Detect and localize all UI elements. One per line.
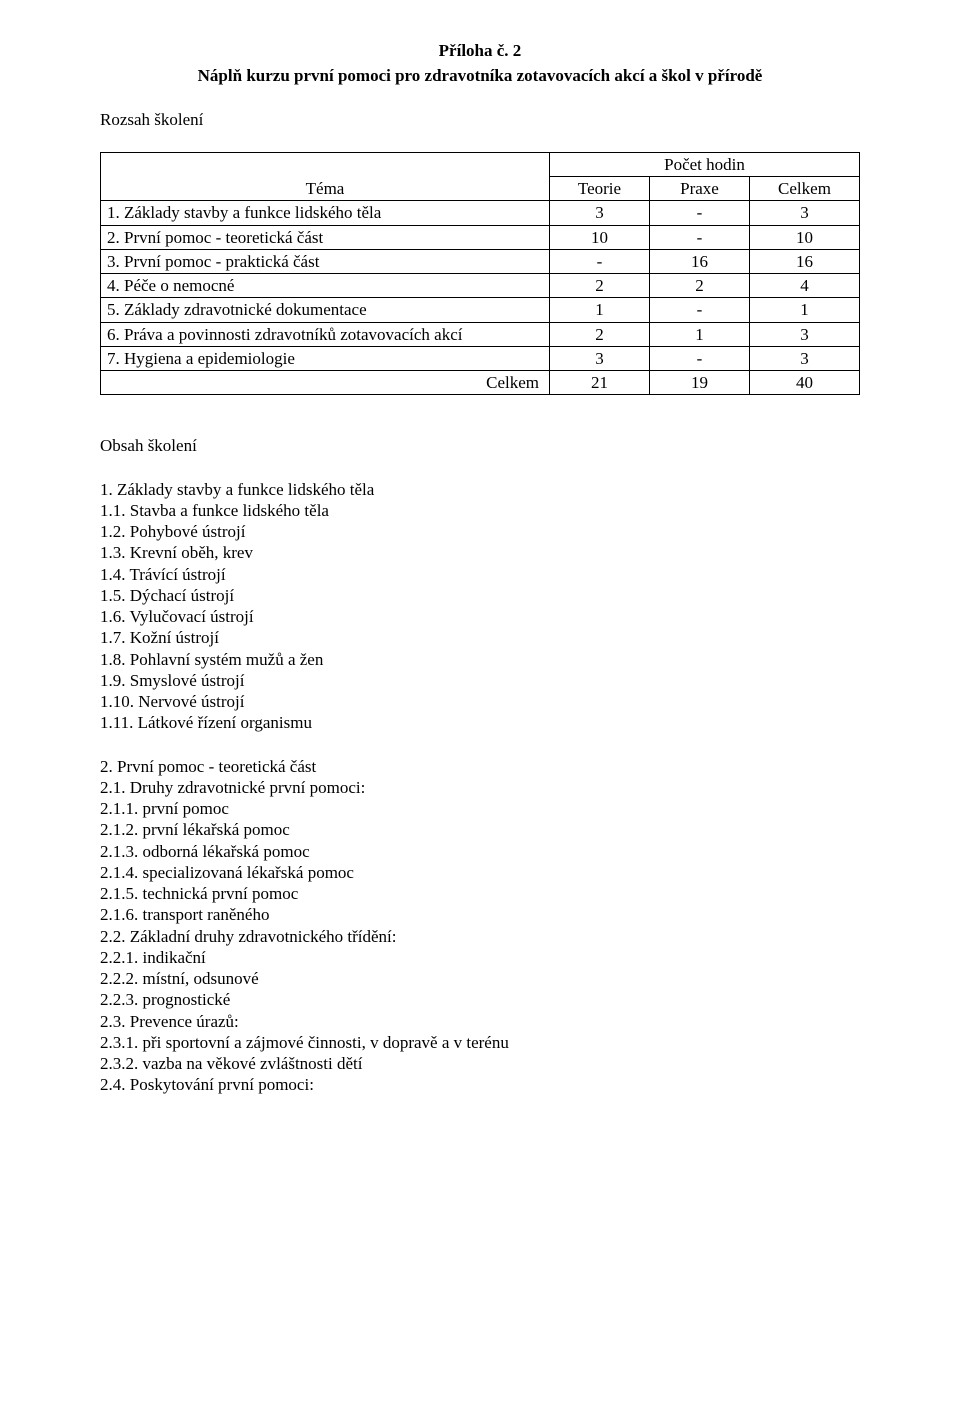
table-row: 7. Hygiena a epidemiologie3-3 bbox=[101, 346, 860, 370]
row-teorie: 3 bbox=[550, 201, 650, 225]
list-item: 1.5. Dýchací ústrojí bbox=[100, 585, 860, 606]
row-teorie: 10 bbox=[550, 225, 650, 249]
col-pocet-hodin-header: Počet hodin bbox=[550, 152, 860, 176]
table-row: 3. První pomoc - praktická část-1616 bbox=[101, 249, 860, 273]
list-item: 2.3.2. vazba na věkové zvláštnosti dětí bbox=[100, 1053, 860, 1074]
row-teorie: 3 bbox=[550, 346, 650, 370]
row-praxe: - bbox=[650, 298, 750, 322]
row-label: 7. Hygiena a epidemiologie bbox=[101, 346, 550, 370]
row-celkem: 10 bbox=[750, 225, 860, 249]
list-item: 2.1.1. první pomoc bbox=[100, 798, 860, 819]
table-row: 4. Péče o nemocné224 bbox=[101, 274, 860, 298]
row-celkem: 4 bbox=[750, 274, 860, 298]
row-teorie: - bbox=[550, 249, 650, 273]
table-row: 6. Práva a povinnosti zdravotníků zotavo… bbox=[101, 322, 860, 346]
list-item: 1.11. Látkové řízení organismu bbox=[100, 712, 860, 733]
row-praxe: 16 bbox=[650, 249, 750, 273]
list-item: 2.2. Základní druhy zdravotnického třídě… bbox=[100, 926, 860, 947]
row-teorie: 1 bbox=[550, 298, 650, 322]
row-label: 2. První pomoc - teoretická část bbox=[101, 225, 550, 249]
table-row: 1. Základy stavby a funkce lidského těla… bbox=[101, 201, 860, 225]
total-label: Celkem bbox=[101, 371, 550, 395]
row-celkem: 1 bbox=[750, 298, 860, 322]
section-1: 1. Základy stavby a funkce lidského těla… bbox=[100, 479, 860, 734]
row-celkem: 3 bbox=[750, 346, 860, 370]
list-item: 2.1.2. první lékařská pomoc bbox=[100, 819, 860, 840]
list-item: 2.2.3. prognostické bbox=[100, 989, 860, 1010]
list-item: 2.1.3. odborná lékařská pomoc bbox=[100, 841, 860, 862]
table-row: 5. Základy zdravotnické dokumentace1-1 bbox=[101, 298, 860, 322]
row-praxe: - bbox=[650, 201, 750, 225]
total-celkem: 40 bbox=[750, 371, 860, 395]
list-item: 2. První pomoc - teoretická část bbox=[100, 756, 860, 777]
row-praxe: 1 bbox=[650, 322, 750, 346]
list-item: 1.1. Stavba a funkce lidského těla bbox=[100, 500, 860, 521]
list-item: 1.2. Pohybové ústrojí bbox=[100, 521, 860, 542]
row-label: 1. Základy stavby a funkce lidského těla bbox=[101, 201, 550, 225]
col-celkem-header: Celkem bbox=[750, 177, 860, 201]
list-item: 2.3.1. při sportovní a zájmové činnosti,… bbox=[100, 1032, 860, 1053]
list-item: 2.1.5. technická první pomoc bbox=[100, 883, 860, 904]
list-item: 2.3. Prevence úrazů: bbox=[100, 1011, 860, 1032]
hours-table: Téma Počet hodin Teorie Praxe Celkem 1. … bbox=[100, 152, 860, 396]
col-teorie-header: Teorie bbox=[550, 177, 650, 201]
col-tema-header: Téma bbox=[101, 152, 550, 201]
total-teorie: 21 bbox=[550, 371, 650, 395]
section-1-title: 1. Základy stavby a funkce lidského těla bbox=[100, 479, 860, 500]
obsah-label: Obsah školení bbox=[100, 435, 860, 456]
row-praxe: 2 bbox=[650, 274, 750, 298]
row-celkem: 3 bbox=[750, 201, 860, 225]
col-praxe-header: Praxe bbox=[650, 177, 750, 201]
attachment-title: Příloha č. 2 bbox=[100, 40, 860, 61]
rozsah-label: Rozsah školení bbox=[100, 109, 860, 130]
row-teorie: 2 bbox=[550, 322, 650, 346]
list-item: 2.1.6. transport raněného bbox=[100, 904, 860, 925]
list-item: 1.4. Trávící ústrojí bbox=[100, 564, 860, 585]
table-total-row: Celkem 21 19 40 bbox=[101, 371, 860, 395]
list-item: 1.8. Pohlavní systém mužů a žen bbox=[100, 649, 860, 670]
list-item: 1.10. Nervové ústrojí bbox=[100, 691, 860, 712]
table-row: 2. První pomoc - teoretická část10-10 bbox=[101, 225, 860, 249]
list-item: 1.6. Vylučovací ústrojí bbox=[100, 606, 860, 627]
list-item: 2.2.1. indikační bbox=[100, 947, 860, 968]
row-celkem: 16 bbox=[750, 249, 860, 273]
row-celkem: 3 bbox=[750, 322, 860, 346]
total-praxe: 19 bbox=[650, 371, 750, 395]
list-item: 2.4. Poskytování první pomoci: bbox=[100, 1074, 860, 1095]
row-praxe: - bbox=[650, 346, 750, 370]
list-item: 2.1. Druhy zdravotnické první pomoci: bbox=[100, 777, 860, 798]
document-title: Náplň kurzu první pomoci pro zdravotníka… bbox=[100, 65, 860, 86]
list-item: 2.1.4. specializovaná lékařská pomoc bbox=[100, 862, 860, 883]
list-item: 1.9. Smyslové ústrojí bbox=[100, 670, 860, 691]
row-label: 3. První pomoc - praktická část bbox=[101, 249, 550, 273]
row-teorie: 2 bbox=[550, 274, 650, 298]
list-item: 2.2.2. místní, odsunové bbox=[100, 968, 860, 989]
row-label: 4. Péče o nemocné bbox=[101, 274, 550, 298]
row-praxe: - bbox=[650, 225, 750, 249]
list-item: 1.3. Krevní oběh, krev bbox=[100, 542, 860, 563]
row-label: 5. Základy zdravotnické dokumentace bbox=[101, 298, 550, 322]
table-header-row: Téma Počet hodin bbox=[101, 152, 860, 176]
section-2: 2. První pomoc - teoretická část2.1. Dru… bbox=[100, 756, 860, 1096]
list-item: 1.7. Kožní ústrojí bbox=[100, 627, 860, 648]
row-label: 6. Práva a povinnosti zdravotníků zotavo… bbox=[101, 322, 550, 346]
